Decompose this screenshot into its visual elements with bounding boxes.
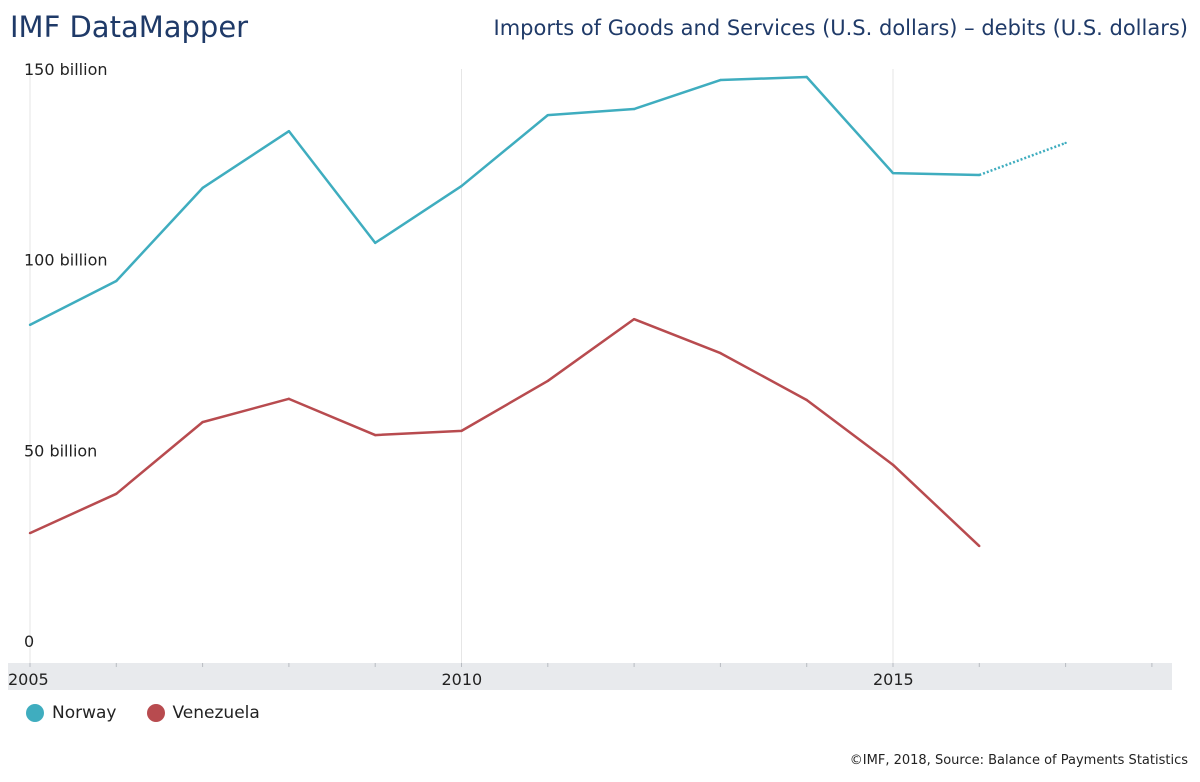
legend-marker-venezuela: [146, 704, 165, 722]
x-tick-label: 2010: [442, 670, 483, 689]
chart-title: Imports of Goods and Services (U.S. doll…: [493, 16, 1188, 40]
legend: Norway Venezuela: [26, 703, 260, 723]
data-point-norway: [115, 279, 118, 283]
data-point-norway: [28, 323, 32, 327]
x-tick-label: 2005: [8, 670, 49, 689]
legend-item-venezuela[interactable]: Venezuela: [146, 703, 260, 723]
data-point-norway: [978, 173, 981, 177]
y-tick-label: 0: [24, 632, 34, 651]
data-point-venezuela: [719, 351, 722, 355]
series-line-norway: [29, 75, 980, 326]
data-point-norway: [719, 78, 722, 82]
data-point-venezuela: [460, 429, 463, 433]
legend-label: Venezuela: [172, 703, 260, 723]
series-projection-norway: [978, 141, 1067, 177]
data-point-venezuela: [374, 433, 377, 437]
data-point-venezuela: [632, 317, 636, 321]
data-point-norway: [632, 107, 636, 111]
legend-item-norway[interactable]: Norway: [26, 703, 117, 723]
data-point-norway: [1064, 141, 1067, 145]
line-chart: 2005 2010 2015 0 50 billion 100 billion 150 bi…: [8, 60, 1172, 690]
y-tick-label: 150 billion: [24, 60, 108, 79]
data-point-norway: [201, 186, 204, 190]
data-point-norway: [374, 241, 377, 245]
data-point-norway: [460, 184, 463, 188]
data-point-venezuela: [805, 398, 808, 402]
data-point-norway: [891, 171, 895, 175]
data-point-norway: [287, 129, 291, 133]
series-line-venezuela: [29, 317, 981, 547]
source-note: ©IMF, 2018, Source: Balance of Payments …: [849, 753, 1188, 768]
data-point-venezuela: [978, 544, 981, 548]
x-axis-band: [8, 663, 1172, 690]
x-tick-label: 2015: [873, 670, 914, 689]
data-point-norway: [546, 113, 549, 117]
data-point-venezuela: [891, 463, 895, 467]
data-point-venezuela: [201, 420, 204, 424]
legend-label: Norway: [52, 703, 117, 723]
app-title: IMF DataMapper: [10, 10, 249, 44]
legend-marker-norway: [26, 704, 44, 722]
data-point-norway: [805, 75, 808, 79]
y-tick-label: 100 billion: [24, 251, 108, 270]
data-point-venezuela: [546, 379, 549, 383]
y-tick-label: 50 billion: [24, 441, 97, 460]
data-point-venezuela: [115, 492, 118, 496]
data-point-venezuela: [287, 397, 291, 401]
data-point-venezuela: [28, 531, 32, 535]
